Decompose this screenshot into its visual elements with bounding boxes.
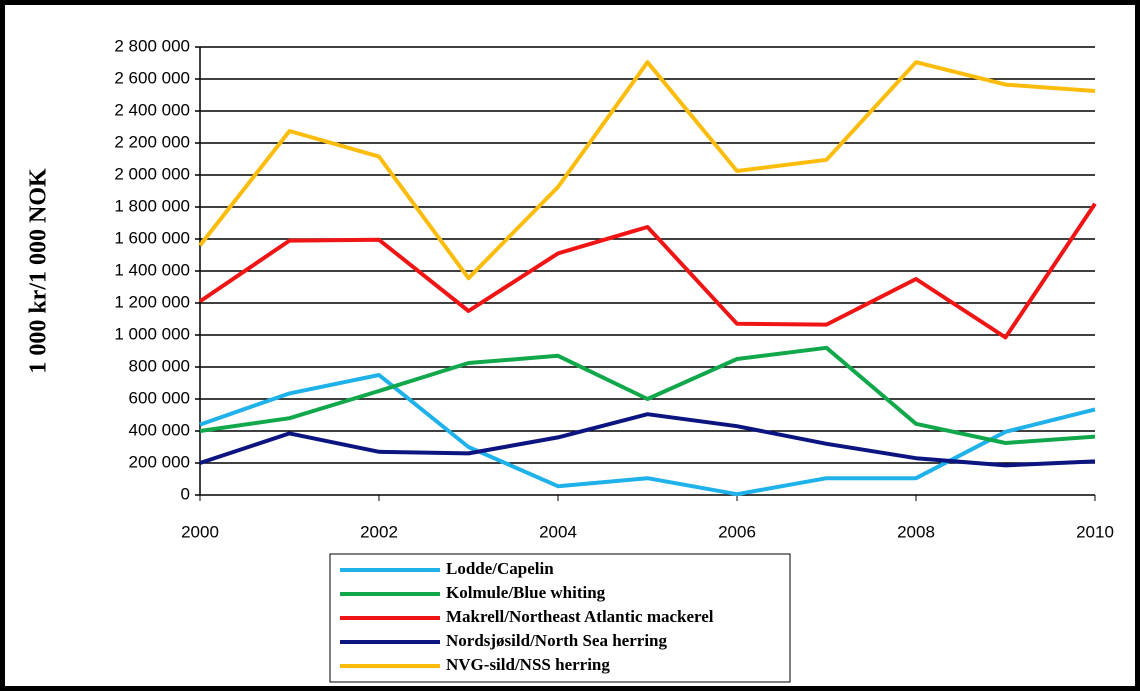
- legend-label: Nordsjøsild/North Sea herring: [446, 631, 668, 650]
- y-tick-label: 2 600 000: [114, 68, 190, 87]
- y-tick-label: 2 000 000: [114, 164, 190, 183]
- y-tick-label: 2 400 000: [114, 100, 190, 119]
- legend-label: NVG-sild/NSS herring: [446, 655, 610, 674]
- y-tick-label: 0: [181, 484, 190, 503]
- y-tick-label: 600 000: [129, 388, 190, 407]
- series-line: [198, 60, 1096, 281]
- y-axis-label: 1 000 kr/1 000 NOK: [26, 168, 52, 374]
- y-tick-label: 1 600 000: [114, 228, 190, 247]
- y-tick-label: 2 800 000: [114, 36, 190, 55]
- y-tick-label: 2 200 000: [114, 132, 190, 151]
- y-tick-label: 1 000 000: [114, 324, 190, 343]
- series-line: [199, 412, 1096, 468]
- y-tick-label: 1 400 000: [114, 260, 190, 279]
- x-tick-label: 2010: [1076, 522, 1114, 541]
- series-line: [199, 373, 1096, 497]
- series-line: [199, 345, 1096, 445]
- x-tick-label: 2008: [897, 522, 935, 541]
- x-tick-label: 2004: [539, 522, 577, 541]
- legend-label: Makrell/Northeast Atlantic mackerel: [446, 607, 714, 626]
- series-line: [198, 202, 1097, 340]
- legend-label: Lodde/Capelin: [446, 559, 554, 578]
- x-tick-label: 2006: [718, 522, 756, 541]
- y-tick-label: 400 000: [129, 420, 190, 439]
- y-tick-label: 200 000: [129, 452, 190, 471]
- y-tick-label: 800 000: [129, 356, 190, 375]
- x-tick-label: 2002: [360, 522, 398, 541]
- y-tick-label: 1 800 000: [114, 196, 190, 215]
- legend-label: Kolmule/Blue whiting: [446, 583, 606, 602]
- x-tick-label: 2000: [181, 522, 219, 541]
- y-tick-label: 1 200 000: [114, 292, 190, 311]
